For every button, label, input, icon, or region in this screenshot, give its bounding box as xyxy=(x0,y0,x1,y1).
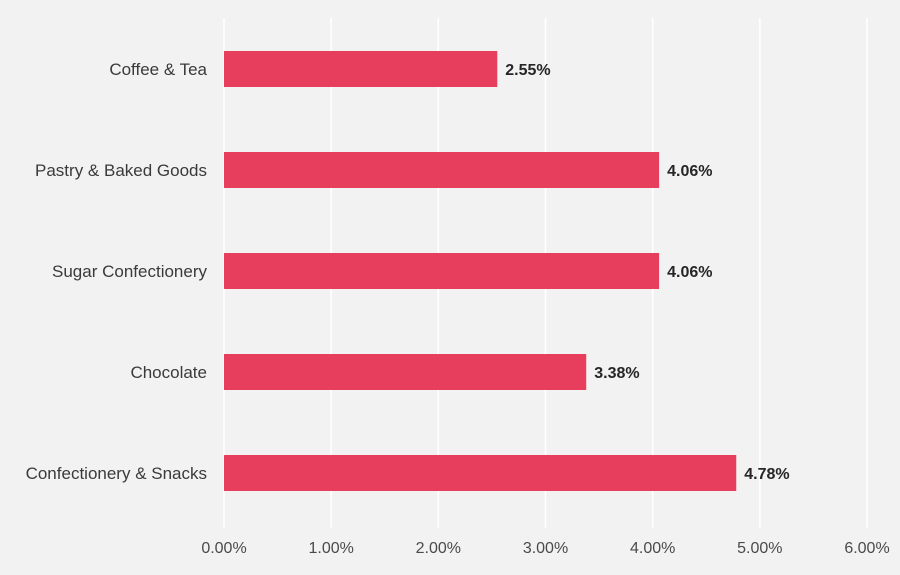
category-label: Confectionery & Snacks xyxy=(26,464,207,483)
bar xyxy=(224,253,660,289)
x-tick-label: 0.00% xyxy=(201,540,246,557)
value-label: 4.78% xyxy=(744,466,789,483)
x-tick-label: 5.00% xyxy=(737,540,782,557)
category-label: Sugar Confectionery xyxy=(52,262,207,281)
bar xyxy=(224,455,737,491)
bar xyxy=(224,354,587,390)
value-label: 3.38% xyxy=(594,365,639,382)
bars xyxy=(224,51,737,491)
category-labels: Coffee & Tea Pastry & Baked Goods Sugar Co… xyxy=(26,60,208,483)
category-label: Chocolate xyxy=(130,363,207,382)
category-label: Coffee & Tea xyxy=(109,60,207,79)
x-axis-tick-labels: 0.00% 1.00% 2.00% 3.00% 4.00% 5.00% 6.00% xyxy=(201,540,889,557)
value-label: 4.06% xyxy=(667,163,712,180)
bar xyxy=(224,51,498,87)
value-label: 2.55% xyxy=(505,62,550,79)
value-label: 4.06% xyxy=(667,264,712,281)
category-label: Pastry & Baked Goods xyxy=(35,161,207,180)
x-tick-label: 3.00% xyxy=(523,540,568,557)
x-tick-label: 6.00% xyxy=(844,540,889,557)
x-tick-label: 2.00% xyxy=(416,540,461,557)
x-tick-label: 4.00% xyxy=(630,540,675,557)
value-labels: 2.55% 4.06% 4.06% 3.38% 4.78% xyxy=(505,62,789,483)
bar xyxy=(224,152,660,188)
x-tick-label: 1.00% xyxy=(308,540,353,557)
